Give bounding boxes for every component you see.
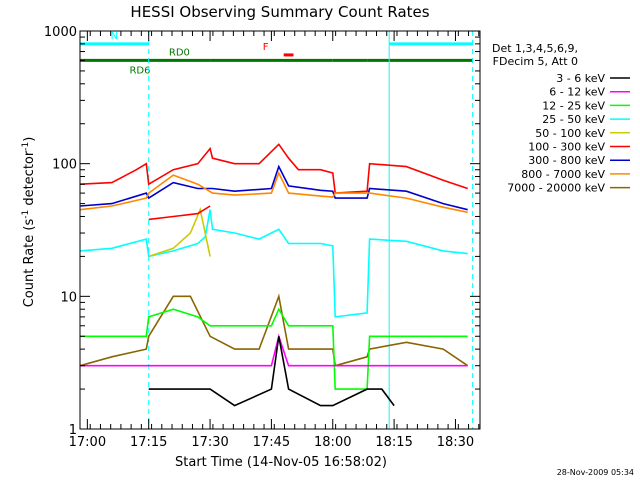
legend-entry-label-6: 300 - 800 keV [528, 154, 605, 167]
y-tick-label-1: 10 [60, 290, 77, 305]
x-tick-label-5: 18:15 [375, 435, 412, 450]
y-axis-label-mid: detector [22, 150, 37, 210]
legend-entry-label-8: 7000 - 20000 keV [507, 182, 605, 195]
legend-entry-label-4: 50 - 100 keV [535, 127, 605, 140]
legend-header-line-2: FDecim 5, Att 0 [493, 55, 578, 68]
legend-entry-label-2: 12 - 25 keV [542, 99, 605, 112]
generated-timestamp: 28-Nov-2009 05:34 [557, 468, 634, 477]
x-tick-label-1: 17:15 [130, 435, 167, 450]
x-tick-label-4: 18:00 [314, 435, 351, 450]
y-tick-label-0: 1 [69, 423, 77, 438]
chart-background [0, 0, 640, 480]
x-tick-label-2: 17:30 [191, 435, 228, 450]
flag-f-label: F [263, 42, 269, 53]
y-axis-label-sup-1: -1 [21, 210, 31, 219]
legend-entry-label-0: 3 - 6 keV [556, 72, 605, 85]
chart-title: HESSI Observing Summary Count Rates [130, 3, 429, 21]
y-axis-label-sup-2: -1 [21, 142, 31, 151]
y-axis-label-suffix: ) [22, 137, 37, 142]
y-tick-label-3: 1000 [44, 25, 77, 40]
legend-entry-label-1: 6 - 12 keV [549, 86, 605, 99]
x-axis-label: Start Time (14-Nov-05 16:58:02) [175, 455, 387, 470]
legend-entry-label-3: 25 - 50 keV [542, 113, 605, 126]
y-tick-label-2: 100 [52, 158, 77, 173]
x-tick-label-6: 18:30 [437, 435, 474, 450]
flag-n-label: N [111, 31, 118, 42]
y-axis-label: Count Rate (s-1 detector-1) [21, 137, 37, 308]
flag-rd0-label: RD0 [169, 47, 190, 58]
legend-header-line-1: Det 1,3,4,5,6,9, [492, 42, 578, 55]
legend-entry-label-7: 800 - 7000 keV [521, 168, 605, 181]
flag-rd6-label: RD6 [129, 65, 150, 76]
y-axis-label-prefix: Count Rate (s [22, 219, 37, 308]
x-tick-label-3: 17:45 [253, 435, 290, 450]
count-rate-chart: HESSI Observing Summary Count Rates Det … [0, 0, 640, 480]
legend-entry-label-5: 100 - 300 keV [528, 141, 605, 154]
